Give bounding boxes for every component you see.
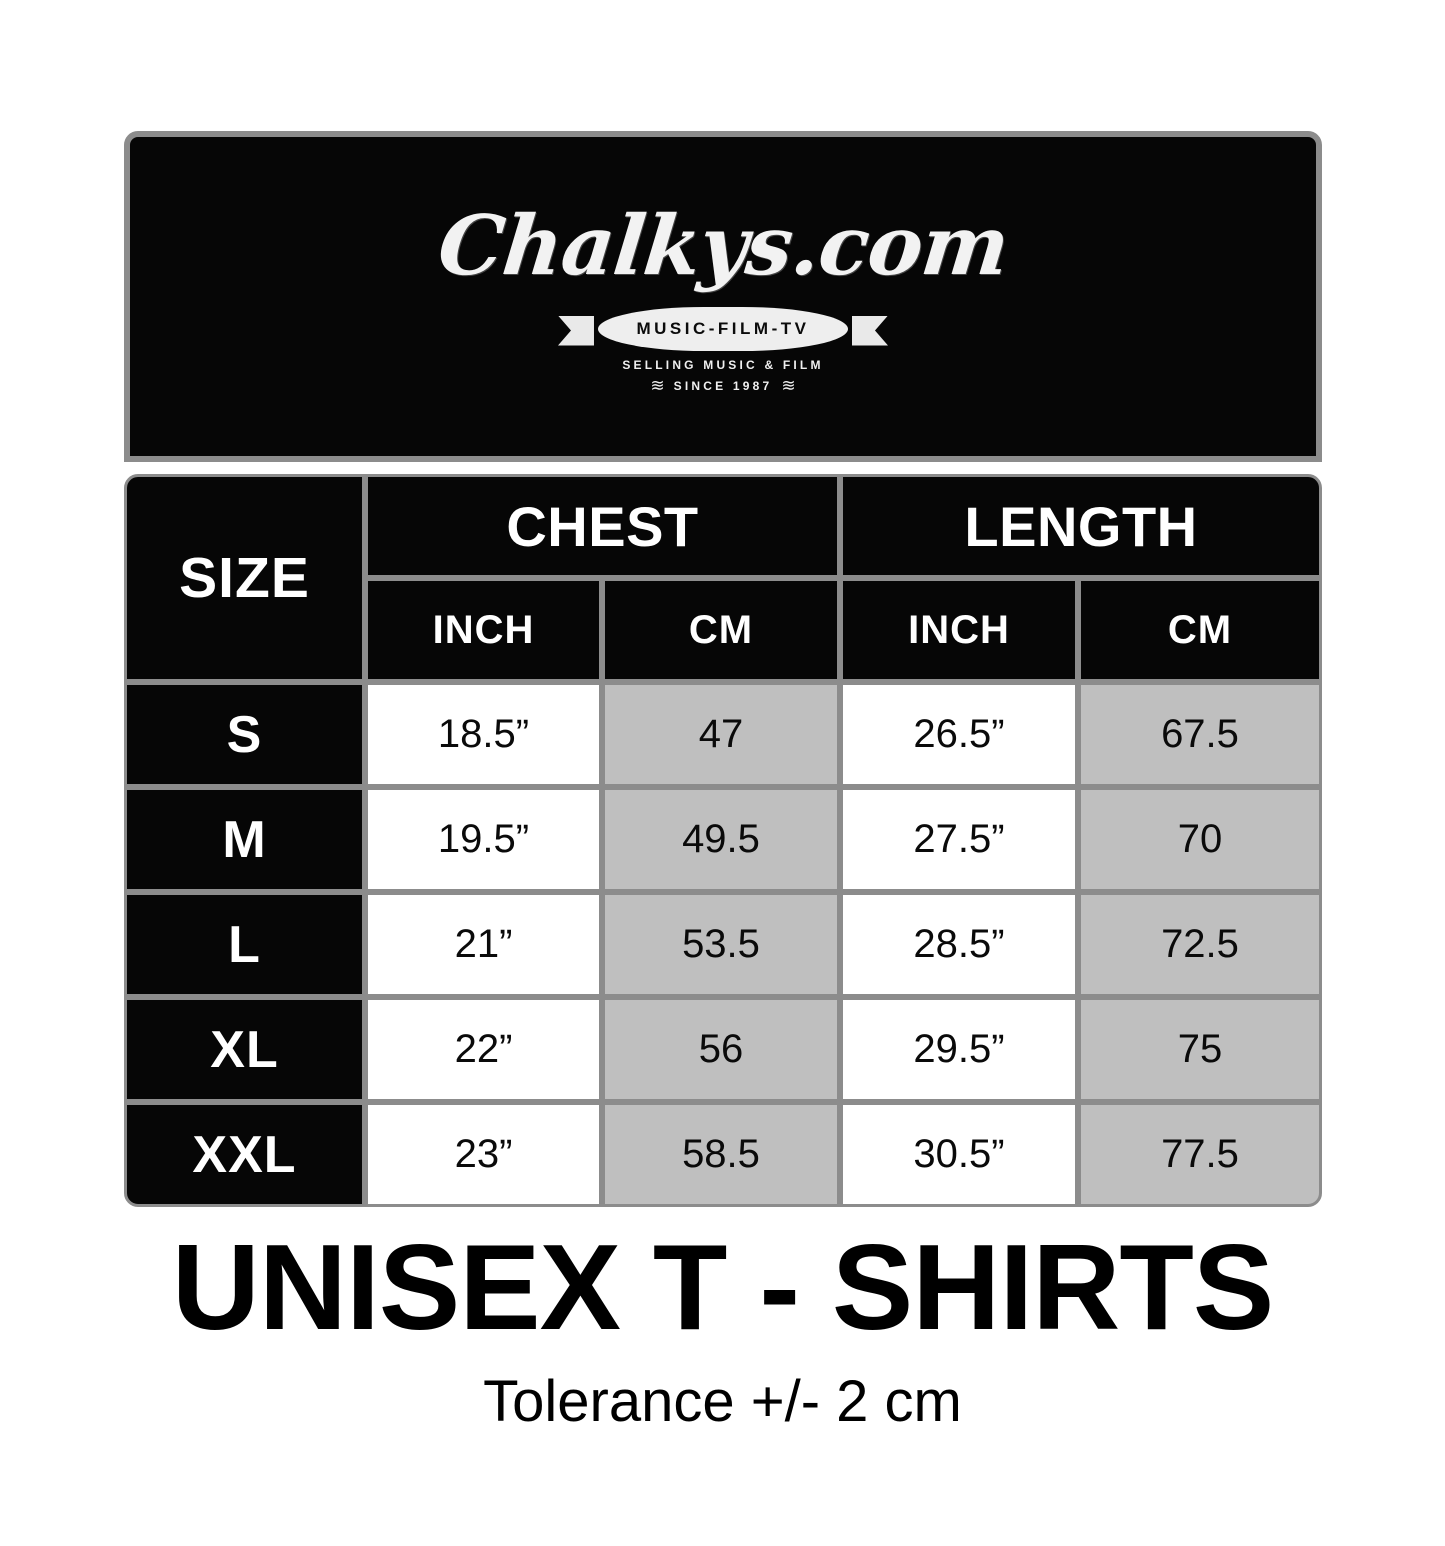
header-chest: CHEST — [365, 474, 840, 578]
brand-logo-panel: Chalkys.com MUSIC-FILM-TV SELLING MUSIC … — [124, 131, 1322, 462]
cell-chest-inch: 22” — [365, 997, 602, 1102]
row-size-label: M — [124, 787, 365, 892]
cell-length-inch: 28.5” — [840, 892, 1078, 997]
table-row: XXL 23” 58.5 30.5” 77.5 — [124, 1102, 1322, 1207]
cell-length-cm: 77.5 — [1078, 1102, 1322, 1207]
row-size-label: XXL — [124, 1102, 365, 1207]
cell-length-cm: 72.5 — [1078, 892, 1322, 997]
cell-chest-cm: 47 — [602, 682, 840, 787]
cell-length-inch: 30.5” — [840, 1102, 1078, 1207]
row-size-label: S — [124, 682, 365, 787]
cell-length-inch: 26.5” — [840, 682, 1078, 787]
table-row: L 21” 53.5 28.5” 72.5 — [124, 892, 1322, 997]
header-length-inch: INCH — [840, 578, 1078, 682]
brand-name: Chalkys.com — [433, 197, 1013, 294]
brand-since: SINCE 1987 — [673, 379, 773, 393]
cell-chest-cm: 53.5 — [602, 892, 840, 997]
cell-chest-cm: 56 — [602, 997, 840, 1102]
table-row: M 19.5” 49.5 27.5” 70 — [124, 787, 1322, 892]
brand-tagline: SELLING MUSIC & FILM — [622, 357, 824, 372]
ribbon-banner: MUSIC-FILM-TV — [557, 306, 888, 351]
cell-length-cm: 67.5 — [1078, 682, 1322, 787]
ribbon-label: MUSIC-FILM-TV — [636, 318, 810, 338]
ribbon-tail-right-icon — [852, 316, 888, 346]
cell-length-inch: 27.5” — [840, 787, 1078, 892]
header-chest-cm: CM — [602, 578, 840, 682]
header-chest-inch: INCH — [365, 578, 602, 682]
cell-chest-cm: 58.5 — [602, 1102, 840, 1207]
flourish-left-icon: ≋ — [650, 375, 665, 396]
cell-length-cm: 75 — [1078, 997, 1322, 1102]
tolerance-note: Tolerance +/- 2 cm — [483, 1369, 962, 1435]
header-measure-groups: CHEST LENGTH INCH CM INCH CM — [365, 474, 1322, 682]
header-unit-row: INCH CM INCH CM — [365, 578, 1322, 682]
cell-chest-inch: 23” — [365, 1102, 602, 1207]
brand-ribbon: MUSIC-FILM-TV SELLING MUSIC & FILM ≋ SIN… — [557, 306, 888, 396]
table-header: SIZE CHEST LENGTH INCH CM INCH CM — [124, 474, 1322, 682]
cell-chest-inch: 18.5” — [365, 682, 602, 787]
ribbon-tail-left-icon — [557, 315, 594, 346]
brand-since-row: ≋ SINCE 1987 ≋ — [650, 375, 796, 396]
header-group-row: CHEST LENGTH — [365, 474, 1322, 578]
size-table: SIZE CHEST LENGTH INCH CM INCH CM S 18.5… — [124, 474, 1322, 1208]
row-size-label: L — [124, 892, 365, 997]
cell-chest-inch: 19.5” — [365, 787, 602, 892]
footer: UNISEX T - SHIRTS Tolerance +/- 2 cm — [0, 1225, 1445, 1431]
flourish-right-icon: ≋ — [781, 375, 796, 396]
header-length-cm: CM — [1078, 578, 1322, 682]
table-row: XL 22” 56 29.5” 75 — [124, 997, 1322, 1102]
cell-chest-cm: 49.5 — [602, 787, 840, 892]
row-size-label: XL — [124, 997, 365, 1102]
header-length: LENGTH — [840, 474, 1322, 578]
ribbon-band: MUSIC-FILM-TV — [597, 306, 848, 351]
cell-length-cm: 70 — [1078, 787, 1322, 892]
cell-length-inch: 29.5” — [840, 997, 1078, 1102]
brand-logo: Chalkys.com MUSIC-FILM-TV SELLING MUSIC … — [434, 198, 1013, 396]
product-title: UNISEX T - SHIRTS — [171, 1219, 1274, 1355]
table-row: S 18.5” 47 26.5” 67.5 — [124, 682, 1322, 787]
header-size: SIZE — [124, 474, 365, 682]
cell-chest-inch: 21” — [365, 892, 602, 997]
